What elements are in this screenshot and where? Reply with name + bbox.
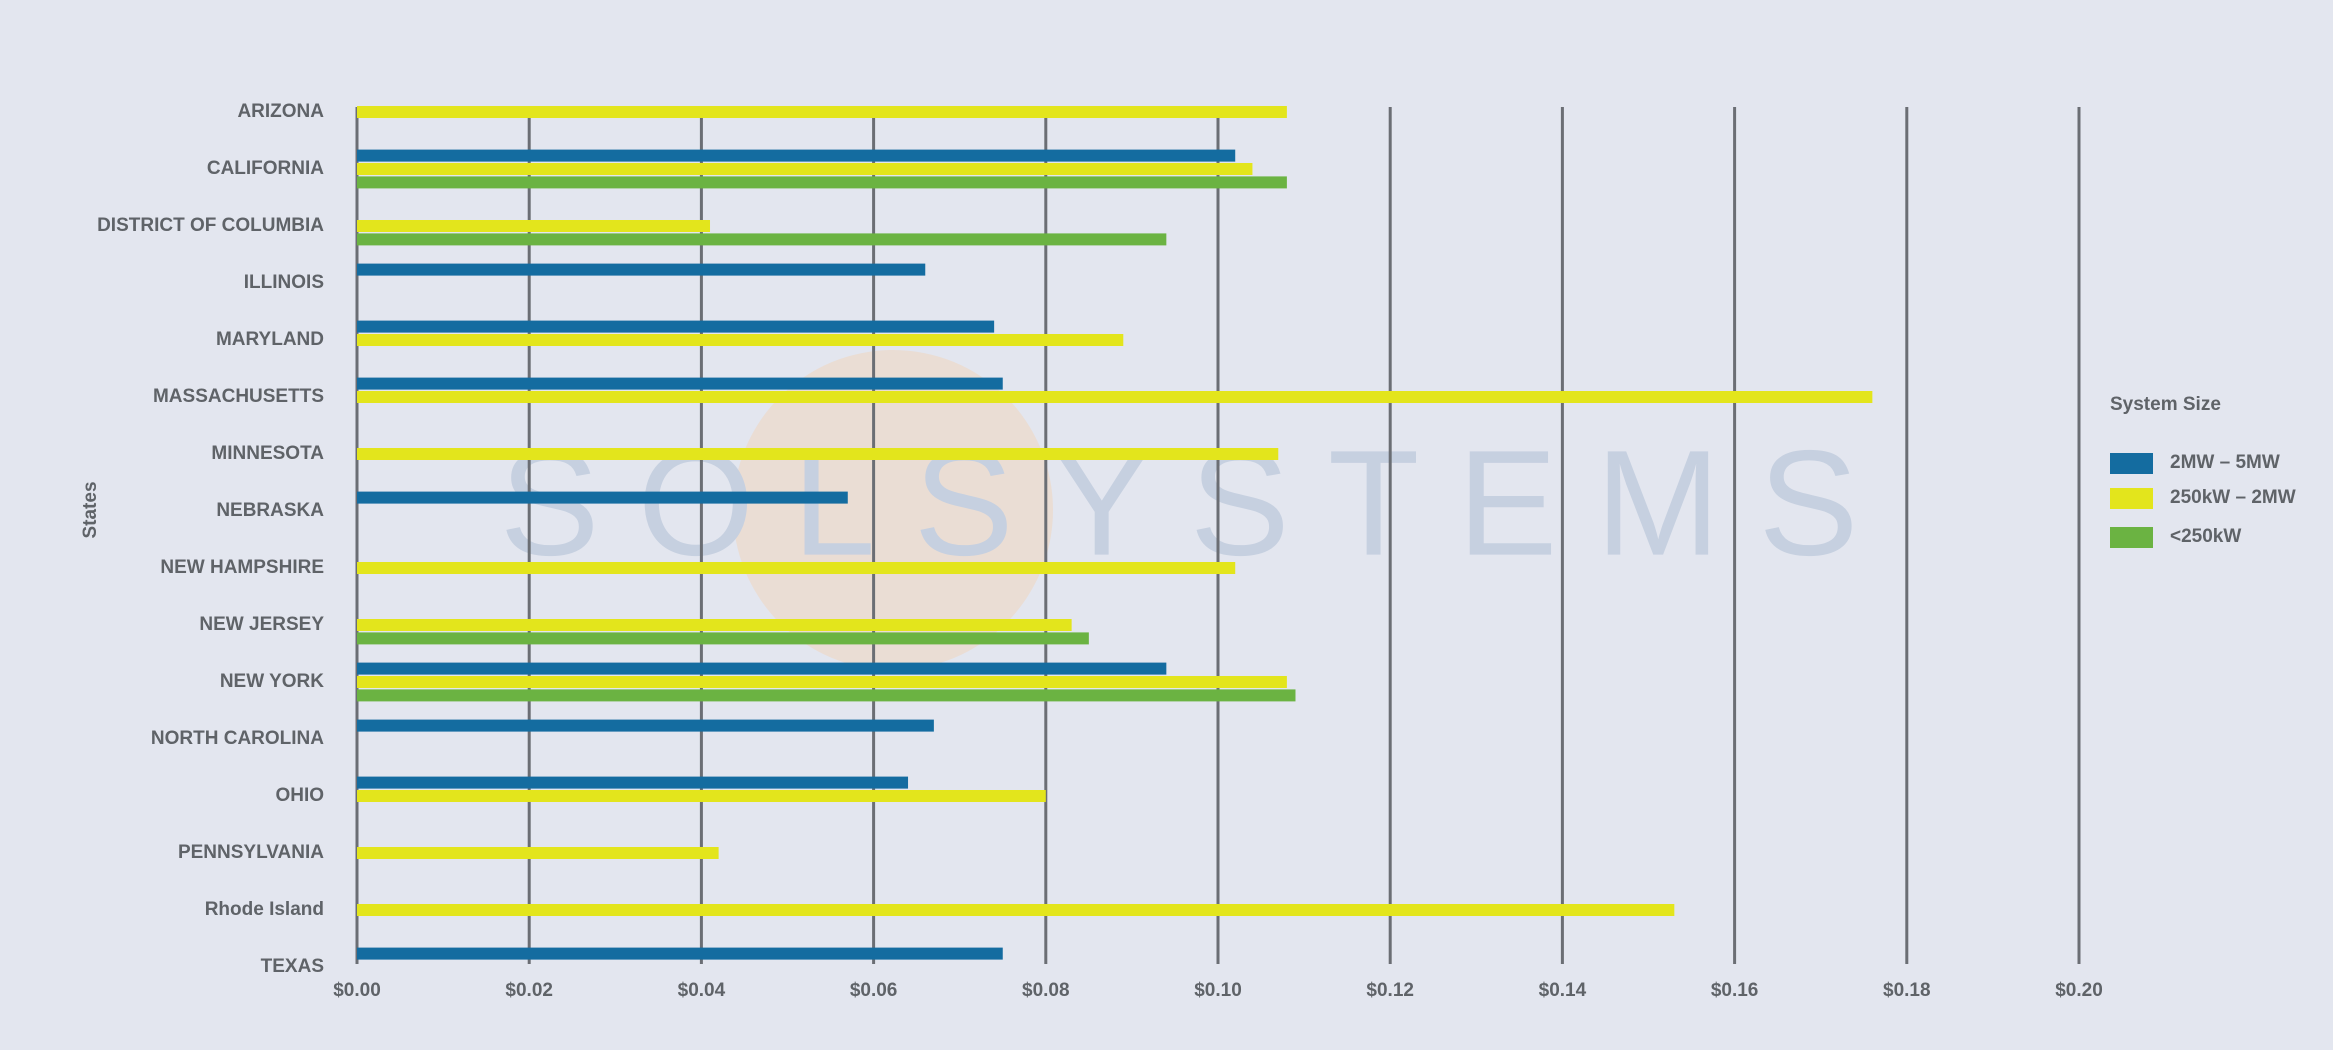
y-tick-label: NORTH CAROLINA — [151, 728, 324, 749]
legend-label: <250kW — [2170, 526, 2241, 547]
y-tick-label: PENNSYLVANIA — [178, 842, 324, 863]
y-tick-label: ARIZONA — [237, 101, 324, 122]
watermark-logo — [733, 350, 1053, 670]
bar — [357, 233, 1167, 246]
y-tick-label: MINNESOTA — [211, 443, 324, 464]
bar — [357, 377, 1003, 390]
y-tick-label: MARYLAND — [216, 329, 324, 350]
bar — [357, 562, 1236, 574]
bar — [357, 790, 1046, 802]
y-tick-label: CALIFORNIA — [207, 158, 324, 179]
bar — [357, 619, 1072, 631]
legend-label: 250kW – 2MW — [2170, 487, 2296, 508]
legend-swatch — [2110, 527, 2153, 548]
bar — [357, 263, 926, 276]
bar — [357, 632, 1089, 645]
x-tick-label: $0.18 — [1883, 980, 1931, 1001]
bar — [357, 334, 1124, 346]
bar — [357, 163, 1253, 175]
x-tick-label: $0.06 — [850, 980, 898, 1001]
x-tick-label: $0.02 — [505, 980, 553, 1001]
legend-title: System Size — [2110, 394, 2221, 415]
bar — [357, 149, 1236, 162]
y-axis-label: States — [80, 481, 101, 538]
y-tick-label: ILLINOIS — [244, 272, 324, 293]
x-tick-label: $0.08 — [1022, 980, 1070, 1001]
x-tick-label: $0.16 — [1711, 980, 1759, 1001]
y-tick-label: Rhode Island — [205, 899, 324, 920]
y-tick-label: MASSACHUSETTS — [153, 386, 324, 407]
x-tick-label: $0.12 — [1366, 980, 1414, 1001]
x-tick-label: $0.10 — [1194, 980, 1242, 1001]
bar — [357, 776, 909, 789]
y-tick-label: NEW YORK — [220, 671, 324, 692]
x-tick-label: $0.20 — [2055, 980, 2103, 1001]
y-tick-label: TEXAS — [261, 956, 324, 977]
bar — [357, 947, 1003, 960]
bar — [357, 320, 995, 333]
legend-swatch — [2110, 453, 2153, 474]
y-tick-label: DISTRICT OF COLUMBIA — [97, 215, 324, 236]
bar — [357, 719, 934, 732]
y-tick-label: NEW JERSEY — [199, 614, 324, 635]
bar — [357, 689, 1296, 702]
bar — [357, 176, 1287, 189]
bar — [357, 220, 711, 232]
x-tick-label: $0.00 — [333, 980, 381, 1001]
bar — [357, 106, 1287, 118]
y-tick-label: NEW HAMPSHIRE — [160, 557, 324, 578]
bar — [357, 676, 1287, 688]
bar — [357, 491, 848, 504]
y-tick-label: OHIO — [275, 785, 324, 806]
bar — [357, 847, 719, 859]
bar — [357, 448, 1279, 460]
bar — [357, 662, 1167, 675]
legend-label: 2MW – 5MW — [2170, 452, 2280, 473]
bar — [357, 904, 1675, 916]
bar — [357, 391, 1873, 403]
y-tick-label: NEBRASKA — [216, 500, 324, 521]
x-tick-label: $0.04 — [678, 980, 726, 1001]
x-tick-label: $0.14 — [1539, 980, 1587, 1001]
legend-swatch — [2110, 488, 2153, 509]
